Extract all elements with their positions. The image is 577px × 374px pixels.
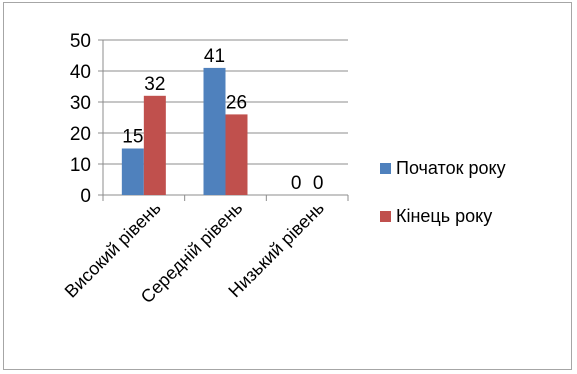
data-label: 15 (122, 127, 143, 148)
chart-frame: 0 10 20 30 40 50 15 32 Високий рівень 41 26 Середні… (3, 2, 572, 370)
data-label: 32 (144, 74, 165, 95)
data-label: 41 (204, 46, 225, 67)
legend-swatch (380, 163, 391, 174)
data-label: 0 (313, 173, 324, 194)
y-tick-label: 0 (80, 186, 91, 207)
legend-label: Кінець року (396, 206, 492, 226)
bar-start-1 (121, 148, 144, 195)
bar-start-2 (203, 67, 226, 195)
legend-label: Початок року (396, 158, 506, 178)
y-tick-label: 40 (70, 62, 91, 83)
y-tick-label: 10 (70, 155, 91, 176)
legend-swatch (380, 211, 391, 222)
data-label: 0 (291, 173, 302, 194)
y-tick-label: 50 (70, 31, 91, 52)
y-tick-label: 30 (70, 93, 91, 114)
bar-end-1 (143, 95, 166, 195)
data-label: 26 (226, 92, 247, 113)
bar-end-2 (225, 114, 248, 195)
y-tick-label: 20 (70, 124, 91, 145)
